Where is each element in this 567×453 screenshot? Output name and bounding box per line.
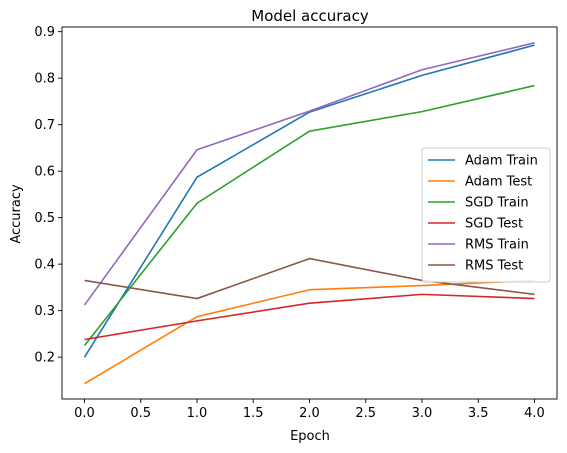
x-tick-label: 0.5 [130,406,151,421]
legend-label-rms-train: RMS Train [465,238,529,253]
series-line-adam-train [83,44,535,358]
legend: Adam Train Adam Test SGD Train SGD Test RMS … [421,147,551,283]
x-axis-label: Epoch [290,429,330,444]
legend-label-sgd-test: SGD Test [465,217,523,232]
legend-label-adam-train: Adam Train [465,154,538,169]
y-tick-label: 0.9 [34,25,55,40]
x-tick-label: 0.0 [74,406,95,421]
x-tick-label: 2.5 [355,406,376,421]
chart-title: Model accuracy [251,7,369,25]
x-tick-label: 1.5 [243,406,264,421]
legend-label-rms-test: RMS Test [465,259,523,274]
y-tick-label: 0.2 [34,351,55,366]
y-tick-label: 0.8 [34,72,55,87]
y-tick-label: 0.5 [34,211,55,226]
y-tick-label: 0.6 [34,165,55,180]
y-tick-label: 0.3 [34,304,55,319]
x-tick-label: 4.0 [524,406,545,421]
series-line-rms-train [83,42,535,306]
x-tick-label: 2.0 [299,406,320,421]
series-line-adam-test [84,279,535,385]
x-tick-label: 1.0 [187,406,208,421]
y-tick-label: 0.4 [34,258,55,273]
series-line-sgd-test [84,293,535,341]
y-axis-label: Accuracy [9,184,24,244]
series-line-sgd-train [83,84,535,347]
legend-label-sgd-train: SGD Train [465,196,529,211]
x-tick-label: 3.0 [412,406,433,421]
series-line-rms-test [84,257,535,300]
y-tick-label: 0.7 [34,118,55,133]
plot-area: 0.0 0.5 1.0 1.5 2.0 2.5 3.0 3.5 4.0 0.2 0.3 0.4 0.5 0… [34,25,558,421]
x-tick-label: 3.5 [468,406,489,421]
legend-label-adam-test: Adam Test [465,175,532,190]
